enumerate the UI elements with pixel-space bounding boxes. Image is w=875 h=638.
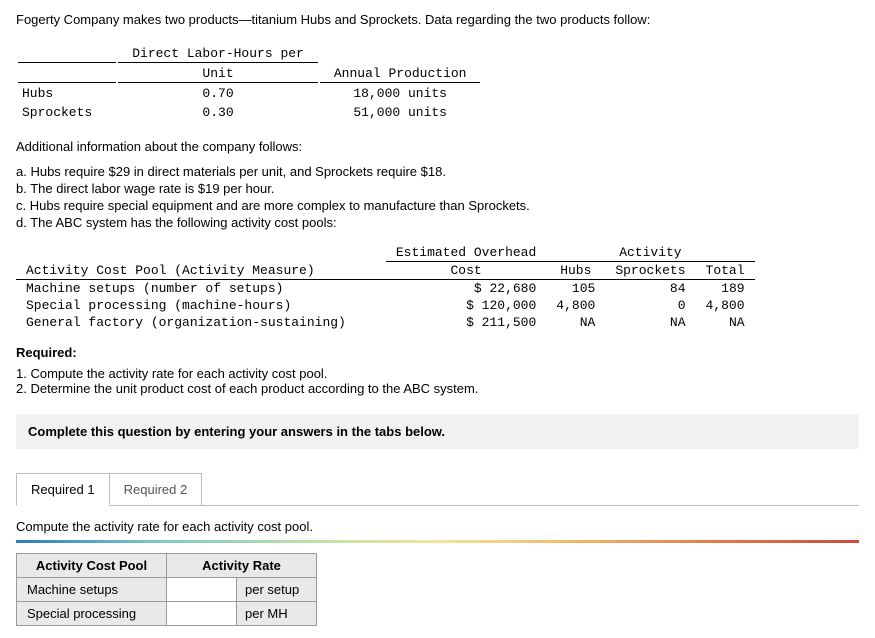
info-list: a. Hubs require $29 in direct materials … [16,164,859,230]
sub-instruction: Compute the activity rate for each activ… [16,519,859,534]
answer-row-label: Special processing [17,602,167,626]
act-hubs: 4,800 [546,297,605,314]
table2-row: Machine setups (number of setups) $ 22,6… [16,280,755,298]
activity-rate-input-1[interactable] [167,578,236,601]
head-total: Total [696,262,755,280]
act-cost: $ 211,500 [386,314,546,331]
head-sprockets: Sprockets [605,262,695,280]
act-label: General factory (organization-sustaining… [16,314,386,331]
row-dlh: 0.30 [118,104,318,121]
gradient-bar [16,540,859,543]
head-cost-top: Estimated Overhead [386,244,546,262]
answer-head-rate: Activity Rate [167,554,317,578]
answer-row: Special processing per MH [17,602,317,626]
intro-text: Fogerty Company makes two products—titan… [16,12,859,27]
col-dlh-1: Direct Labor-Hours per [118,45,318,63]
answer-row-unit: per MH [237,602,317,626]
row-annual: 51,000 units [320,104,481,121]
head-cost-bot: Cost [386,262,546,280]
head-activity-span: Activity [605,244,695,262]
info-item: d. The ABC system has the following acti… [16,215,859,230]
activity-cost-pool-table: Activity Cost Pool (Activity Measure) Es… [16,244,755,331]
act-total: 4,800 [696,297,755,314]
info-item: c. Hubs require special equipment and ar… [16,198,859,213]
required-heading: Required: [16,345,859,360]
tab-row: Required 1 Required 2 [16,473,859,506]
head-hubs: Hubs [546,262,605,280]
act-cost: $ 22,680 [386,280,546,298]
labor-hours-table: Direct Labor-Hours per Annual Production… [16,43,482,123]
answer-row-unit: per setup [237,578,317,602]
required-item: 1. Compute the activity rate for each ac… [16,366,859,381]
row-dlh: 0.70 [118,85,318,102]
col-dlh-2: Unit [118,65,318,83]
additional-info-heading: Additional information about the company… [16,139,859,154]
tab-underline [16,505,859,506]
row-label: Sprockets [18,104,116,121]
info-item: a. Hubs require $29 in direct materials … [16,164,859,179]
answer-row-label: Machine setups [17,578,167,602]
info-item: b. The direct labor wage rate is $19 per… [16,181,859,196]
act-label: Special processing (machine-hours) [16,297,386,314]
act-sprockets: 84 [605,280,695,298]
act-total: NA [696,314,755,331]
required-item: 2. Determine the unit product cost of ea… [16,381,859,396]
act-sprockets: NA [605,314,695,331]
answer-table: Activity Cost Pool Activity Rate Machine… [16,553,317,626]
required-list: 1. Compute the activity rate for each ac… [16,366,859,396]
act-hubs: NA [546,314,605,331]
answer-head-pool: Activity Cost Pool [17,554,167,578]
row-annual: 18,000 units [320,85,481,102]
table2-row: General factory (organization-sustaining… [16,314,755,331]
table1-row: Hubs 0.70 18,000 units [18,85,480,102]
activity-rate-input-2[interactable] [167,602,236,625]
act-total: 189 [696,280,755,298]
act-hubs: 105 [546,280,605,298]
tabs-instruction: Complete this question by entering your … [16,414,859,449]
head-activity: Activity Cost Pool (Activity Measure) [16,244,386,280]
tab-required-1[interactable]: Required 1 [16,473,110,506]
answer-row: Machine setups per setup [17,578,317,602]
act-label: Machine setups (number of setups) [16,280,386,298]
table2-row: Special processing (machine-hours) $ 120… [16,297,755,314]
table1-row: Sprockets 0.30 51,000 units [18,104,480,121]
tab-required-2[interactable]: Required 2 [109,473,203,506]
act-sprockets: 0 [605,297,695,314]
col-annual: Annual Production [320,45,481,83]
act-cost: $ 120,000 [386,297,546,314]
row-label: Hubs [18,85,116,102]
